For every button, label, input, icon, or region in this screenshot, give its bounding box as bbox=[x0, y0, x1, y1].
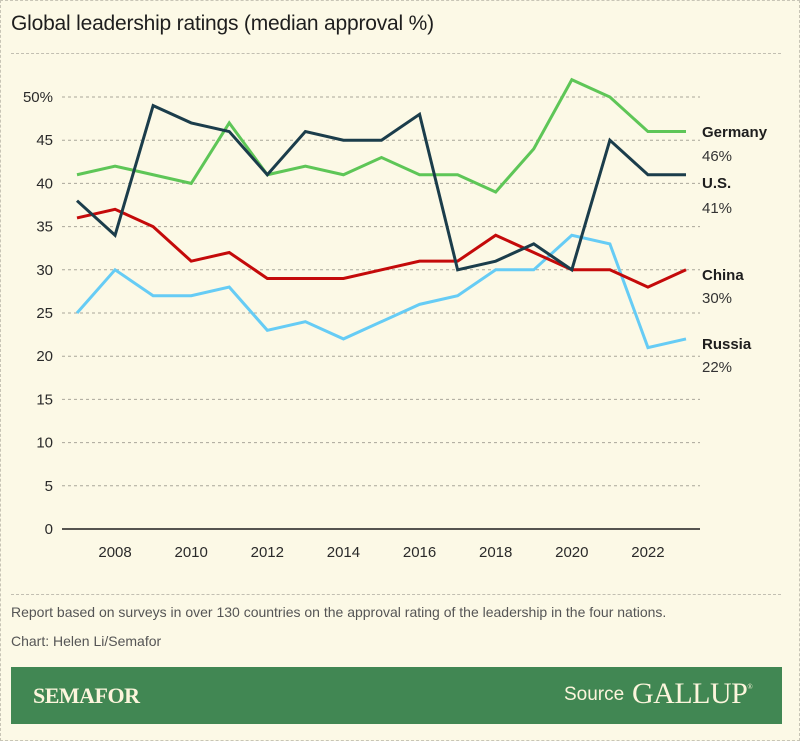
series-label-germany: Germany bbox=[702, 124, 768, 141]
gallup-logo-text: GALLUP bbox=[632, 677, 748, 710]
series-value-us: 41% bbox=[702, 200, 732, 217]
x-tick-label: 2014 bbox=[327, 544, 360, 561]
series-value-china: 30% bbox=[702, 290, 732, 307]
x-tick-label: 2018 bbox=[479, 544, 512, 561]
gallup-logo[interactable]: GALLUP® bbox=[632, 677, 753, 711]
series-labels: Germany 46% U.S. 41% China 30% Russia 22% bbox=[702, 124, 768, 376]
series-value-germany: 46% bbox=[702, 148, 732, 165]
footer-banner: SEMAFOR Source GALLUP® bbox=[11, 667, 782, 724]
footer-divider bbox=[11, 594, 781, 595]
chart-note: Report based on surveys in over 130 coun… bbox=[11, 604, 667, 620]
series-value-russia: 22% bbox=[702, 359, 732, 376]
series-line-germany bbox=[76, 77, 686, 194]
y-tick-label: 50% bbox=[23, 89, 53, 106]
x-tick-label: 2022 bbox=[631, 544, 664, 561]
x-tick-label: 2010 bbox=[175, 544, 208, 561]
series-label-russia: Russia bbox=[702, 336, 752, 353]
series-line-china bbox=[76, 207, 687, 289]
series-line-us bbox=[75, 103, 686, 273]
y-tick-label: 10 bbox=[36, 435, 53, 452]
y-tick-label: 40 bbox=[36, 175, 53, 192]
y-tick-label: 0 bbox=[45, 521, 53, 538]
x-tick-label: 2016 bbox=[403, 544, 436, 561]
x-tick-label: 2008 bbox=[98, 544, 131, 561]
y-tick-label: 20 bbox=[36, 348, 53, 365]
series-line-russia bbox=[75, 233, 687, 350]
chart-title: Global leadership ratings (median approv… bbox=[11, 12, 434, 35]
x-axis-ticks: 2008 2010 2012 2014 2016 2018 2020 2022 bbox=[98, 544, 664, 561]
y-tick-label: 45 bbox=[36, 132, 53, 149]
y-axis-ticks: 0 5 10 15 20 25 30 35 40 45 50% bbox=[23, 89, 53, 538]
y-tick-label: 25 bbox=[36, 305, 53, 322]
y-tick-label: 30 bbox=[36, 262, 53, 279]
y-tick-label: 35 bbox=[36, 219, 53, 236]
x-tick-label: 2012 bbox=[251, 544, 284, 561]
series-label-china: China bbox=[702, 267, 744, 284]
registered-mark: ® bbox=[747, 683, 753, 691]
series-label-us: U.S. bbox=[702, 175, 731, 192]
y-tick-label: 5 bbox=[45, 478, 53, 495]
y-tick-label: 15 bbox=[36, 391, 53, 408]
top-divider bbox=[11, 53, 781, 54]
chart-credit: Chart: Helen Li/Semafor bbox=[11, 633, 162, 649]
source-label: Source bbox=[564, 684, 625, 705]
x-tick-label: 2020 bbox=[555, 544, 588, 561]
semafor-logo[interactable]: SEMAFOR bbox=[33, 683, 140, 708]
series-lines bbox=[75, 77, 687, 350]
